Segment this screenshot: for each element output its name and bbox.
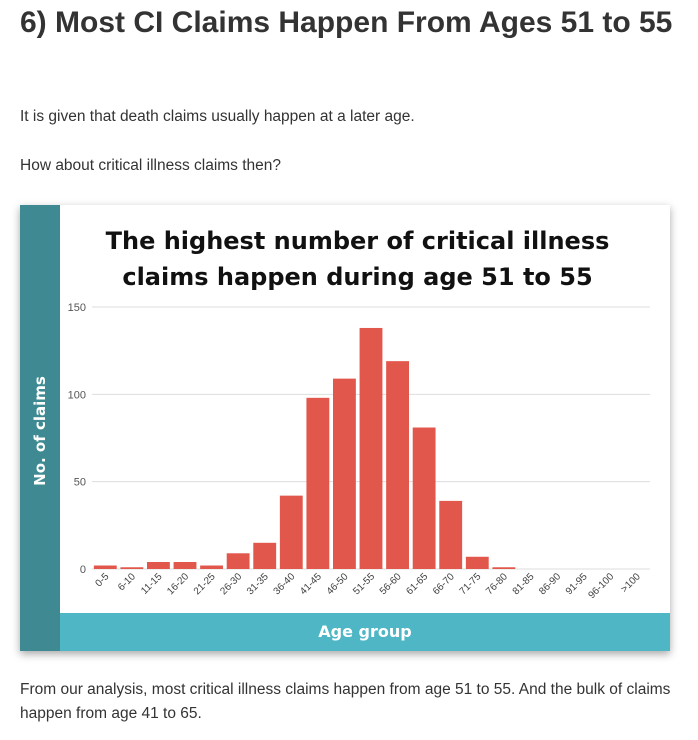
x-tick-label: 81-85 xyxy=(511,571,537,597)
x-tick-label: 0-5 xyxy=(93,571,111,589)
y-tick-label: 150 xyxy=(68,302,86,314)
y-tick-label: 50 xyxy=(74,477,86,489)
bar-66-70 xyxy=(439,500,463,569)
bar-41-45 xyxy=(306,397,330,569)
bar-plot: 0 50 100 150 0-5 6-10 11-15 16-20 21-25 26-30 31-3… xyxy=(68,302,650,601)
y-axis-banner: No. of claims xyxy=(20,205,60,651)
claims-chart: No. of claims The highest number of crit… xyxy=(20,205,670,651)
x-tick-label: 31-35 xyxy=(245,571,271,597)
question-paragraph: How about critical illness claims then? xyxy=(20,157,282,174)
article-heading: 6) Most CI Claims Happen From Ages 51 to… xyxy=(20,6,673,39)
x-tick-label: 41-45 xyxy=(298,571,324,597)
x-tick-label: 66-70 xyxy=(431,571,457,597)
y-tick-label: 0 xyxy=(80,564,86,576)
x-tick-label: 96-100 xyxy=(586,571,616,601)
x-tick-label: 46-50 xyxy=(325,571,351,597)
x-tick-label: 51-55 xyxy=(351,571,377,597)
x-tick-label: 86-90 xyxy=(537,571,563,597)
bar-46-50 xyxy=(333,378,356,569)
bar-61-65 xyxy=(412,427,436,569)
x-tick-label: 76-80 xyxy=(484,571,510,597)
bar-56-60 xyxy=(386,361,409,569)
chart-title: The highest number of critical illness c… xyxy=(105,227,610,291)
bar-31-35 xyxy=(253,542,277,569)
bar-0-5 xyxy=(93,565,117,569)
x-tick-label: 26-30 xyxy=(218,571,244,597)
x-tick-label: >100 xyxy=(619,571,643,595)
x-tick-label: 6-10 xyxy=(116,571,138,593)
y-tick-label: 100 xyxy=(68,389,86,401)
bar-76-80 xyxy=(492,567,516,569)
bar-11-15 xyxy=(147,562,170,569)
x-axis-label: Age group xyxy=(318,622,412,641)
intro-paragraph: It is given that death claims usually ha… xyxy=(20,108,415,125)
bar-16-20 xyxy=(173,562,197,569)
x-tick-label: 11-15 xyxy=(139,571,165,597)
x-tick-label: 36-40 xyxy=(272,571,298,597)
bar-71-75 xyxy=(465,556,489,569)
x-tick-label: 16-20 xyxy=(165,571,191,597)
x-tick-label: 61-65 xyxy=(404,571,430,597)
x-axis-banner: Age group xyxy=(60,613,670,651)
x-tick-label: 71-75 xyxy=(458,571,484,597)
bar-51-55 xyxy=(359,327,383,569)
bar-21-25 xyxy=(200,565,223,569)
x-tick-label: 56-60 xyxy=(378,571,404,597)
x-tick-label: 21-25 xyxy=(192,571,218,597)
conclusion-paragraph: From our analysis, most critical illness… xyxy=(20,681,671,722)
bar-6-10 xyxy=(120,567,144,569)
bar-26-30 xyxy=(226,553,250,569)
bar-36-40 xyxy=(279,495,303,569)
